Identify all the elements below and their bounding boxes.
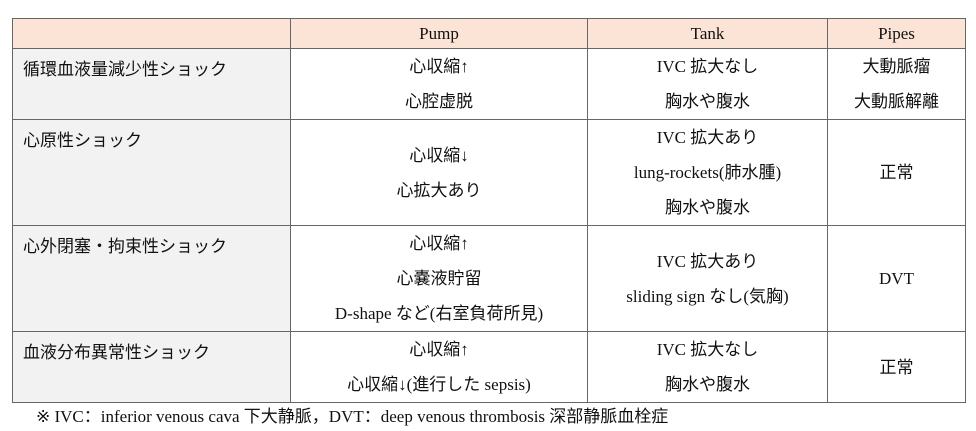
cell-line: IVC 拡大あり: [656, 128, 759, 147]
table-cell: 心収縮↑ 心収縮↓(進行した sepsis): [290, 331, 588, 403]
table-wrap: Pump Tank Pipes 循環血液量減少性ショック 心収縮↑ 心腔虚脱 IVC 拡大な…: [12, 18, 966, 403]
cell-line: 正常: [879, 163, 914, 182]
cell-line: D-shape など(右室負荷所見): [334, 304, 544, 323]
table-cell: IVC 拡大なし 胸水や腹水: [587, 48, 828, 120]
table: Pump Tank Pipes 循環血液量減少性ショック 心収縮↑ 心腔虚脱 IVC 拡大な…: [12, 18, 966, 403]
row-label: 血液分布異常性ショック: [12, 331, 291, 403]
cell-line: IVC 拡大なし: [656, 340, 759, 359]
table-cell: IVC 拡大なし 胸水や腹水: [587, 331, 828, 403]
table-cell: 正常: [827, 331, 966, 403]
cell-line: 胸水や腹水: [665, 92, 750, 111]
table-row: 血液分布異常性ショック 心収縮↑ 心収縮↓(進行した sepsis) IVC 拡大なし…: [12, 331, 966, 403]
table-row: 循環血液量減少性ショック 心収縮↑ 心腔虚脱 IVC 拡大なし 胸水や腹水 大動脈瘤 大動脈…: [12, 48, 966, 120]
cell-line: 大動脈瘤: [862, 57, 931, 76]
cell-line: 心収縮↑: [409, 234, 469, 253]
row-label: 循環血液量減少性ショック: [12, 48, 291, 120]
table-cell: 心収縮↓ 心拡大あり: [290, 119, 588, 226]
cell-line: IVC 拡大あり: [656, 251, 759, 271]
table-cell: 心収縮↑ 心嚢液貯留 D-shape など(右室負荷所見): [290, 225, 588, 332]
cell-line: 胸水や腹水: [665, 198, 750, 217]
table-cell: 心収縮↑ 心腔虚脱: [290, 48, 588, 120]
table-cell: DVT: [827, 225, 966, 332]
cell-line: lung-rockets(肺水腫): [633, 163, 782, 182]
cell-line: 正常: [879, 357, 914, 377]
cell-line: 心拡大あり: [396, 180, 482, 200]
row-label: 心外閉塞・拘束性ショック: [12, 225, 291, 332]
cell-line: 心腔虚脱: [405, 92, 473, 111]
header-row: Pump Tank Pipes: [12, 18, 966, 49]
table-cell: IVC 拡大あり lung-rockets(肺水腫) 胸水や腹水: [587, 119, 828, 226]
cell-line: 大動脈解離: [854, 92, 939, 111]
cell-line: 心収縮↑: [409, 57, 469, 76]
table-cell: IVC 拡大あり sliding sign なし(気胸): [587, 225, 828, 332]
footnote: ※ IVC：inferior venous cava 下大静脈，DVT：deep…: [36, 407, 669, 426]
cell-line: DVT: [879, 269, 914, 288]
cell-line: 心収縮↓: [409, 145, 469, 165]
header-cell: Pump: [290, 18, 588, 49]
row-label: 心原性ショック: [12, 119, 291, 226]
cell-line: sliding sign なし(気胸): [626, 286, 789, 306]
header-cell: Pipes: [827, 18, 966, 49]
table-cell: 正常: [827, 119, 966, 226]
header-cell: [12, 18, 291, 49]
table-row: 心原性ショック 心収縮↓ 心拡大あり IVC 拡大あり lung-rockets(肺水腫…: [12, 119, 966, 226]
cell-line: 胸水や腹水: [665, 375, 750, 394]
cell-line: IVC 拡大なし: [656, 57, 759, 76]
cell-line: 心嚢液貯留: [396, 269, 482, 288]
table-row: 心外閉塞・拘束性ショック 心収縮↑ 心嚢液貯留 D-shape など(右室負荷所見) I…: [12, 225, 966, 332]
cell-line: 心収縮↑: [409, 340, 469, 359]
header-cell: Tank: [587, 18, 828, 49]
table-cell: 大動脈瘤 大動脈解離: [827, 48, 966, 120]
cell-line: 心収縮↓(進行した sepsis): [347, 375, 531, 394]
